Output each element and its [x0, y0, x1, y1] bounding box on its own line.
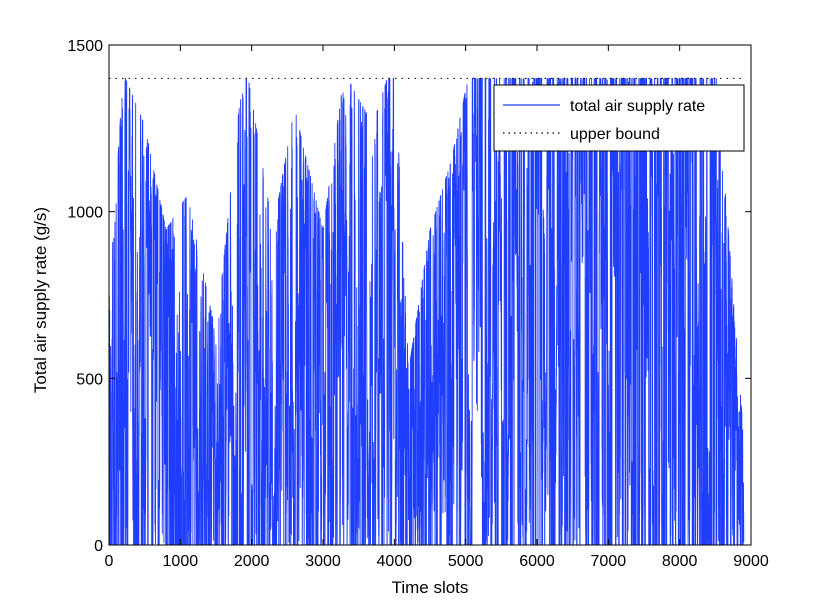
legend-box: [493, 84, 745, 152]
x-axis-label: Time slots: [392, 578, 469, 597]
legend-label-total-air-supply-rate: total air supply rate: [570, 98, 705, 115]
axes-frame: [108, 44, 752, 546]
x-tick-label: 6000: [519, 553, 555, 570]
x-tick-label: 5000: [448, 553, 484, 570]
x-tick-label: 9000: [733, 553, 769, 570]
y-tick-label: 0: [94, 538, 103, 555]
series-total-air-supply-rate: [109, 76, 745, 545]
axes: 0 1000 2000 3000 4000 5000 6000 7000 8000 9000 0 50…: [67, 38, 768, 570]
y-tick-label: 1500: [67, 38, 103, 55]
x-tick-label: 2000: [234, 553, 270, 570]
x-tick-label: 8000: [662, 553, 698, 570]
x-tick-label: 1000: [163, 553, 199, 570]
y-tick-label: 1000: [67, 205, 103, 222]
legend: total air supply rate upper bound: [493, 84, 745, 152]
x-tick-label: 4000: [377, 553, 413, 570]
x-tick-label: 3000: [305, 553, 341, 570]
plot-area: [109, 76, 745, 545]
legend-label-upper-bound: upper bound: [570, 126, 660, 143]
x-tick-label: 0: [105, 553, 114, 570]
y-tick-label: 500: [76, 371, 103, 388]
y-axis-label: Total air supply rate (g/s): [31, 207, 50, 393]
x-tick-label: 7000: [591, 553, 627, 570]
